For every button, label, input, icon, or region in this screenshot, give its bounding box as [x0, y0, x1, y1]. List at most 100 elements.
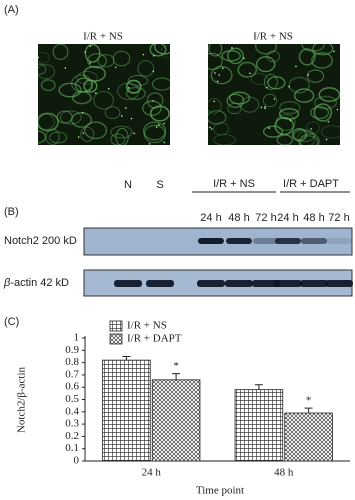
- row-label-italic: β: [3, 277, 11, 289]
- cell: [151, 77, 170, 91]
- error-bar: [254, 384, 263, 390]
- bar: [151, 379, 201, 462]
- x-axis-label: Time point: [196, 485, 244, 497]
- band: [114, 280, 142, 287]
- cell: [52, 44, 69, 61]
- cell: [115, 128, 129, 145]
- image-label: I/R + NS: [253, 31, 293, 43]
- cell: [210, 65, 233, 85]
- cell: [293, 129, 315, 143]
- cell: [146, 92, 164, 109]
- cell: [40, 78, 56, 92]
- micrograph: [38, 44, 170, 145]
- cell: [56, 110, 73, 124]
- band: [225, 280, 253, 287]
- speck: [152, 100, 154, 102]
- speck: [64, 67, 67, 69]
- y-tick-label: 0: [74, 455, 80, 467]
- chart: 00.10.20.30.40.50.60.70.80.91 24 h * 48 h * I…: [65, 320, 350, 479]
- speck: [158, 124, 160, 126]
- speck: [264, 106, 266, 108]
- cell: [104, 106, 121, 119]
- cell: [310, 106, 330, 120]
- error-bar: [172, 373, 181, 380]
- legend-label: I/R + DAPT: [127, 333, 182, 345]
- band: [275, 238, 301, 244]
- speck: [288, 85, 290, 88]
- cell: [38, 51, 50, 64]
- cell: [154, 44, 170, 55]
- band: [274, 280, 302, 287]
- cell: [318, 87, 340, 103]
- cell: [298, 135, 319, 145]
- cell: [227, 47, 244, 65]
- time-label: 48 h: [303, 212, 324, 224]
- cell: [149, 44, 167, 57]
- cell: [160, 45, 170, 59]
- time-label: 48 h: [228, 212, 249, 224]
- cell: [38, 64, 56, 80]
- cell: [74, 77, 94, 93]
- cell: [312, 44, 334, 56]
- speck: [209, 126, 211, 129]
- cell: [137, 59, 155, 77]
- x-tick-label: 48 h: [274, 467, 294, 479]
- cell: [267, 76, 286, 90]
- speck: [325, 138, 328, 141]
- cell: [320, 125, 340, 139]
- cell: [311, 52, 333, 69]
- cell: [125, 86, 147, 101]
- speck: [133, 132, 136, 135]
- cell: [208, 53, 223, 70]
- cells: [208, 44, 340, 145]
- speck: [38, 56, 39, 59]
- cell: [84, 44, 101, 63]
- bar: [284, 412, 333, 462]
- cell: [288, 76, 310, 94]
- speck: [216, 80, 219, 83]
- speck: [264, 107, 266, 109]
- cell: [49, 131, 68, 144]
- speck: [243, 57, 245, 60]
- band: [326, 238, 352, 244]
- speck: [163, 122, 165, 125]
- y-tick-label: 0.6: [65, 381, 79, 393]
- speck: [114, 66, 117, 69]
- cell: [251, 73, 268, 85]
- cell: [262, 93, 278, 108]
- cell: [228, 91, 251, 105]
- speck: [81, 112, 84, 114]
- speck: [89, 62, 91, 64]
- cell: [313, 103, 333, 122]
- band: [300, 280, 328, 287]
- y-tick-label: 0.8: [65, 356, 79, 368]
- bands: [114, 238, 353, 287]
- speck: [130, 117, 133, 120]
- cell: [84, 121, 108, 140]
- cell: [221, 50, 241, 62]
- speck: [214, 72, 216, 74]
- band: [226, 238, 252, 244]
- image-label: I/R + NS: [83, 31, 123, 43]
- speck: [107, 87, 110, 90]
- speck: [124, 107, 127, 109]
- cell: [38, 112, 59, 132]
- speck: [336, 108, 339, 111]
- speck: [89, 45, 92, 47]
- speck: [218, 74, 221, 76]
- annotation: *: [173, 360, 179, 372]
- y-tick-label: 0.9: [65, 344, 79, 356]
- cell: [254, 44, 278, 55]
- speck: [260, 106, 263, 109]
- cell: [279, 108, 300, 120]
- cell: [142, 121, 167, 141]
- panel-label: (C): [4, 316, 19, 328]
- y-tick-label: 0.2: [65, 430, 79, 442]
- cell: [97, 54, 115, 68]
- speck: [249, 72, 251, 75]
- speck: [152, 70, 155, 73]
- cell: [142, 100, 162, 116]
- speck: [142, 53, 145, 56]
- group-label: I/R + DAPT: [283, 178, 339, 190]
- speck: [82, 132, 85, 134]
